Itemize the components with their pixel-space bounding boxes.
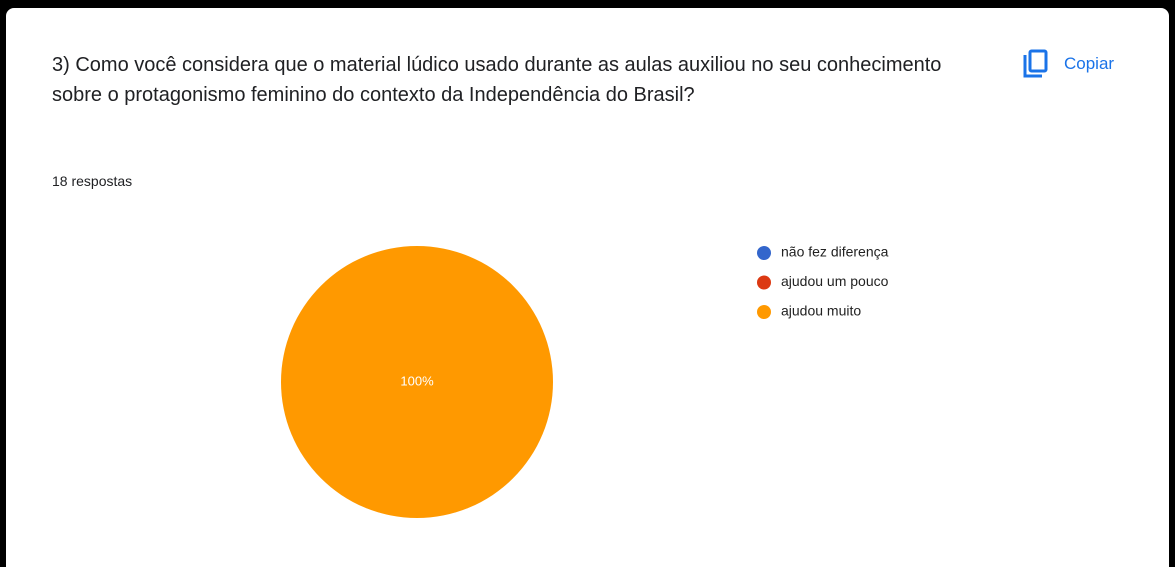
legend-swatch <box>757 305 771 319</box>
pie-slice <box>281 246 553 518</box>
copy-button[interactable]: Copiar <box>1022 48 1114 80</box>
legend-swatch <box>757 246 771 260</box>
chart: 100% não fez diferença ajudou um pouco ajud… <box>281 244 889 518</box>
question-title: 3) Como você considera que o material lú… <box>52 54 942 106</box>
copy-icon <box>1023 49 1048 78</box>
legend-label: ajudou um pouco <box>781 273 889 289</box>
legend-swatch <box>757 275 771 290</box>
legend-label: não fez diferença <box>781 244 889 260</box>
card: 3) Como você considera que o material lú… <box>6 8 1169 567</box>
response-count: 18 respostas <box>52 173 133 189</box>
slice-label: 100% <box>400 373 434 388</box>
copy-label[interactable]: Copiar <box>1064 54 1115 73</box>
legend-label: ajudou muito <box>781 303 861 319</box>
